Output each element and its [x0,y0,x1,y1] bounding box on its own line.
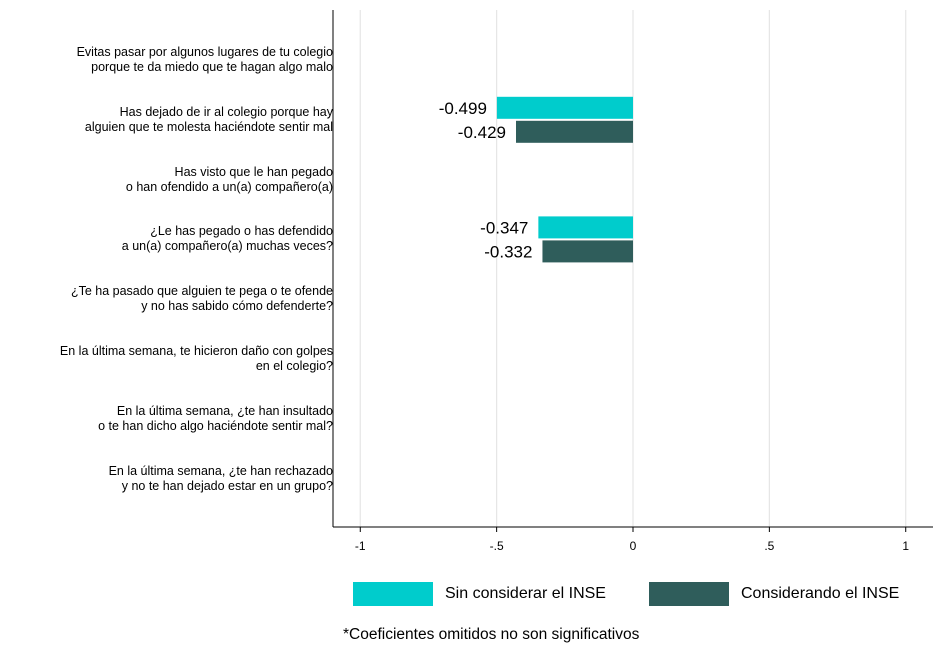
legend-swatch-con-inse [649,582,729,606]
category-label: En la última semana, ¿te han rechazado y… [108,463,333,493]
data-label: -0.332 [484,242,532,261]
data-label: -0.429 [458,123,506,142]
category-label: En la última semana, te hicieron daño co… [59,344,333,373]
bar [538,216,633,239]
legend-item-con-inse: Considerando el INSE [649,581,899,607]
x-tick-label: 1 [902,539,909,553]
legend-label-con-inse: Considerando el INSE [741,585,900,602]
x-tick-label: -.5 [490,539,504,553]
x-tick-label: -1 [355,539,366,553]
category-label: ¿Le has pegado o has defendido a un(a) c… [121,224,333,254]
category-label: Evitas pasar por algunos lugares de tu c… [76,45,333,74]
data-label: -0.347 [480,218,528,237]
x-tick-labels: -1 -.5 0 .5 1 [355,527,909,553]
legend-swatch-sin-inse [353,582,433,606]
data-label: -0.499 [439,99,487,118]
category-label: En la última semana, ¿te han insultado o… [98,403,333,433]
bar [542,240,633,263]
legend-item-sin-inse: Sin considerar el INSE [353,581,606,607]
x-tick-label: .5 [764,539,774,553]
footnote: *Coeficientes omitidos no son significat… [343,626,640,643]
x-tick-label: 0 [630,539,637,553]
category-label: Has dejado de ir al colegio porque hay a… [84,104,333,134]
legend-label-sin-inse: Sin considerar el INSE [445,585,606,602]
grid-lines [359,10,907,527]
bar [496,96,633,119]
category-label: Has visto que le han pegado o han ofendi… [125,164,333,194]
category-label: ¿Te ha pasado que alguien te pega o te o… [70,284,333,314]
bars: -0.499 -0.429 -0.347 -0.332 [439,96,633,263]
bar [516,120,633,143]
